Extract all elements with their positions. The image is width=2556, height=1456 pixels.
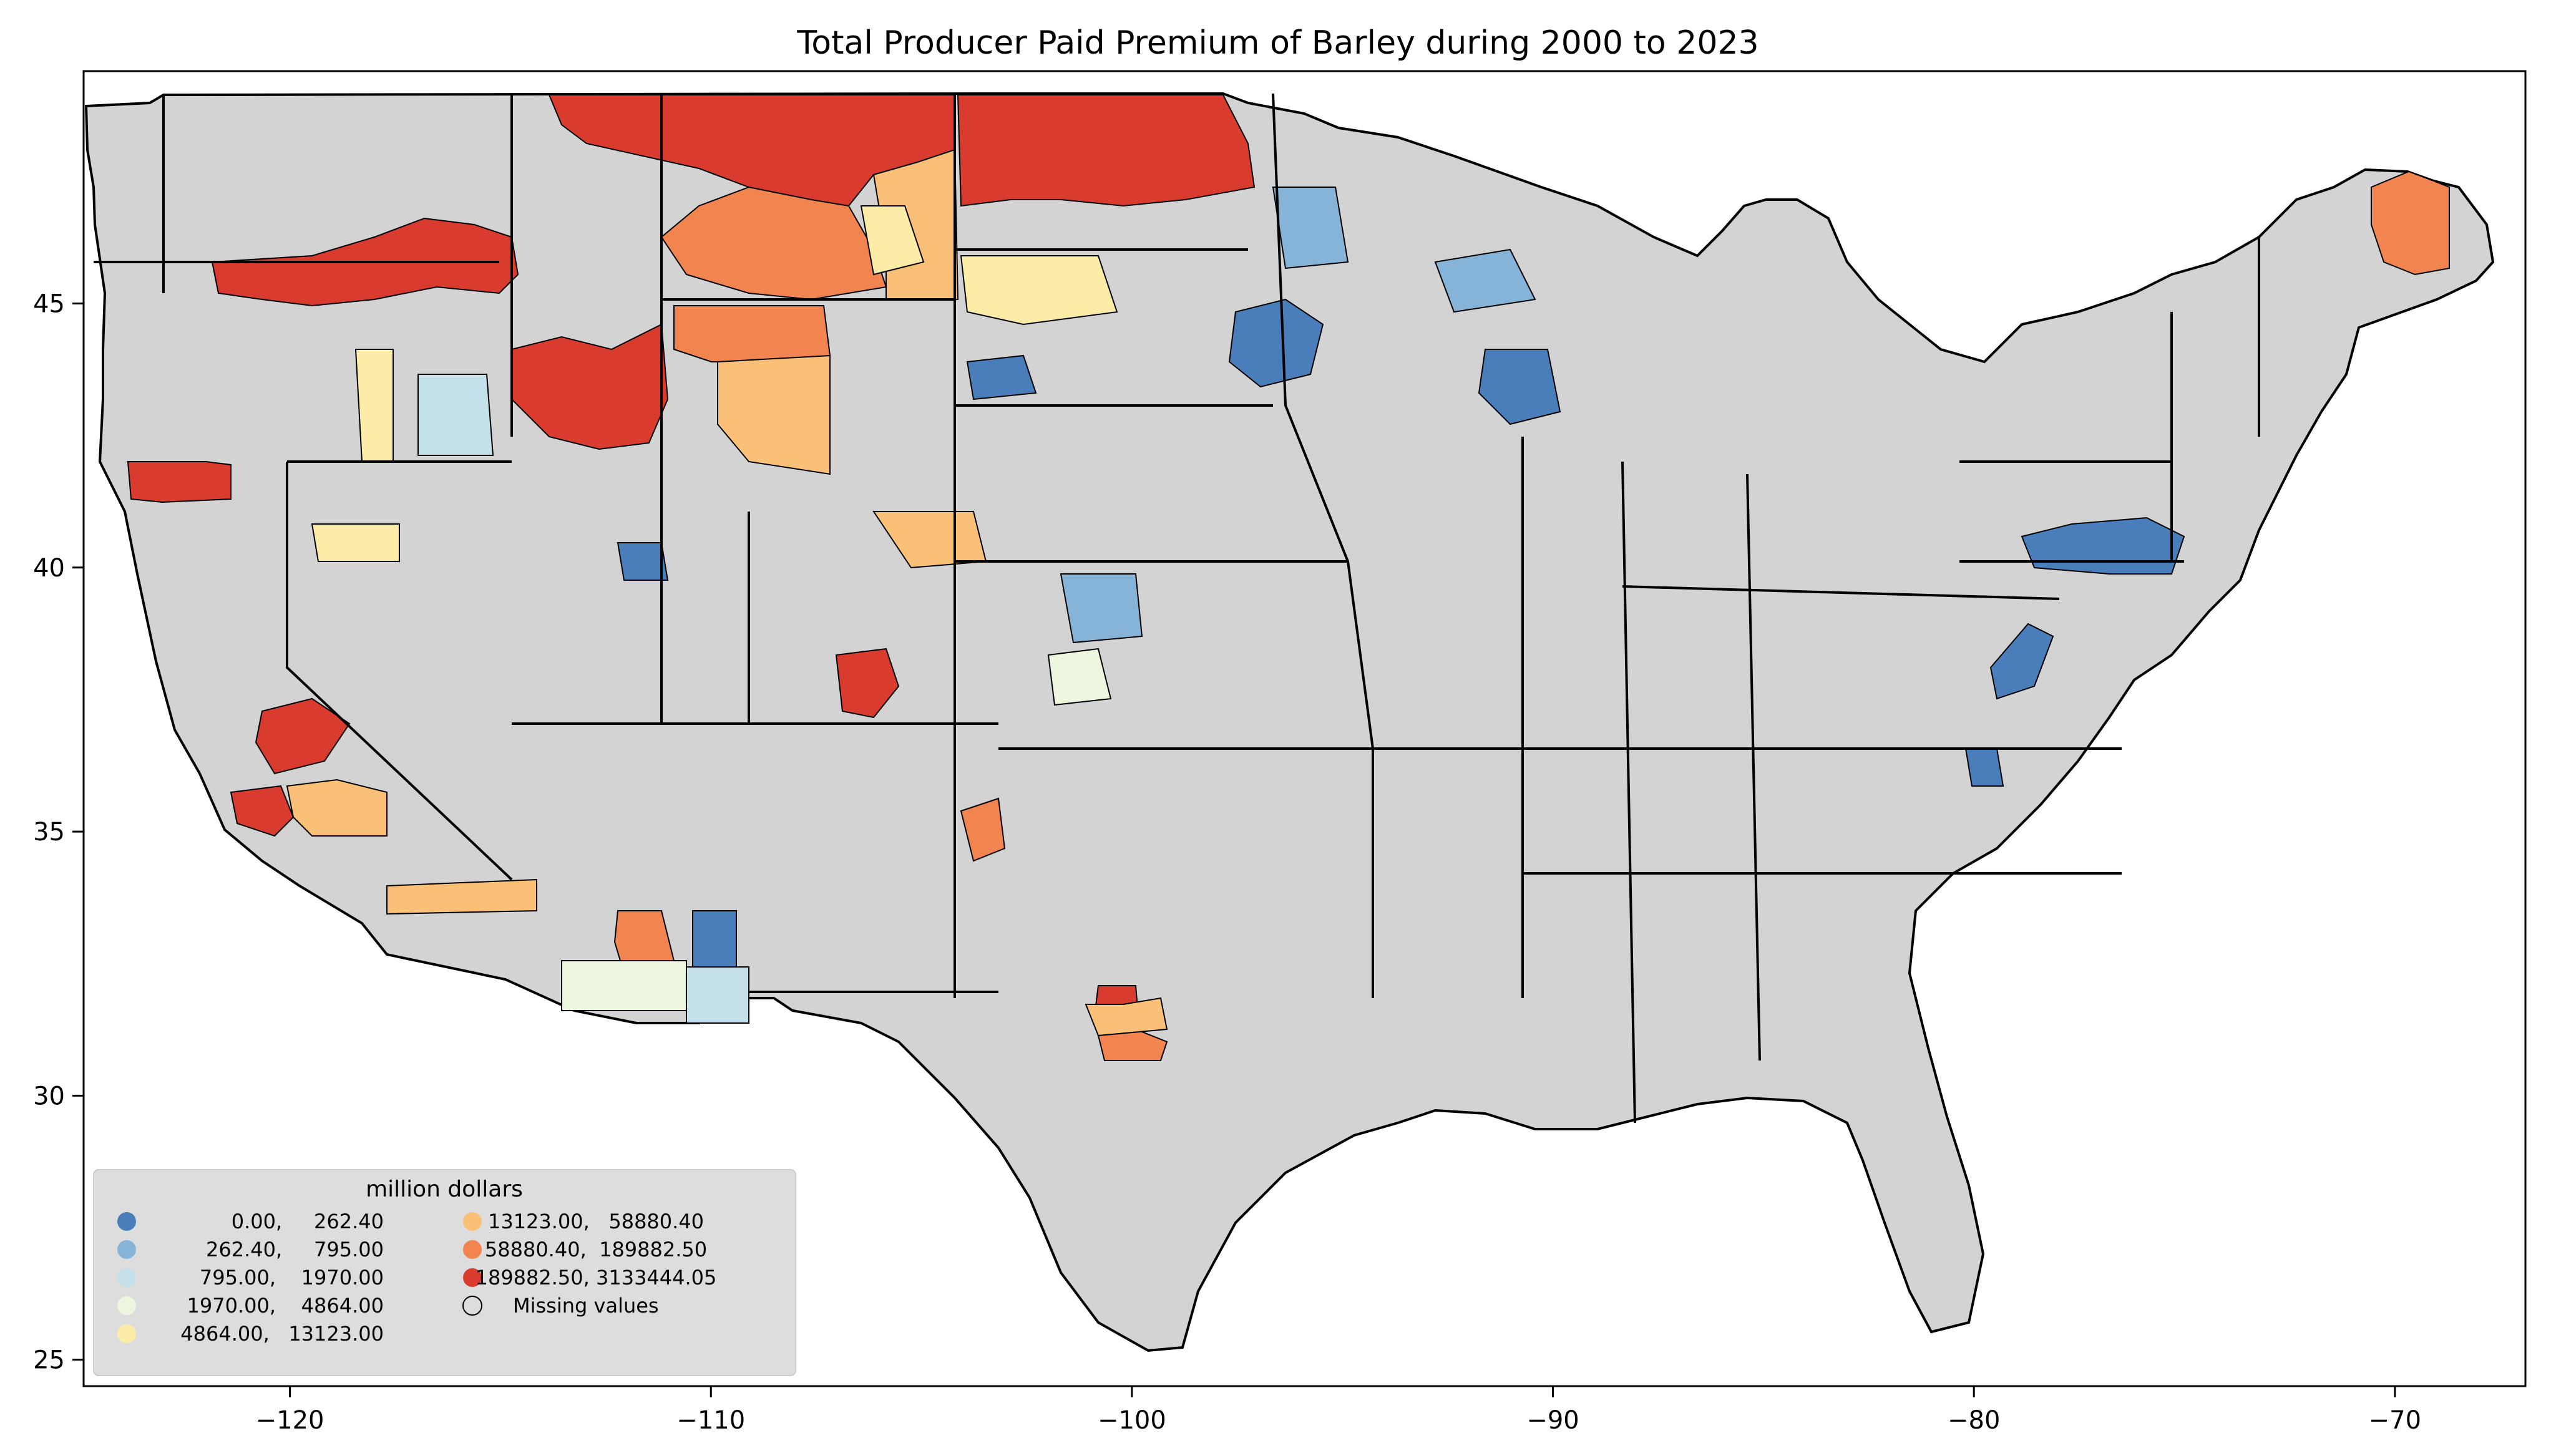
region-high-oregon-south — [127, 461, 232, 503]
legend-box — [93, 1169, 796, 1376]
y-tick-label: 25 — [33, 1346, 65, 1375]
map-layer — [84, 92, 2495, 1352]
region-blue-minnesota — [1228, 298, 1324, 388]
region-high-idaho-south — [511, 323, 669, 450]
legend-label: Missing values — [513, 1294, 659, 1318]
region-orange-maine — [2371, 170, 2450, 276]
x-tick-label: −80 — [1948, 1406, 2000, 1435]
chart-title: Total Producer Paid Premium of Barley du… — [796, 24, 1758, 62]
legend-label: 189882.50, 3133444.05 — [476, 1266, 717, 1289]
axis-ticks: −120 −110 −100 −90 −80 −70 25 30 35 40 45 — [33, 289, 2421, 1435]
legend-swatch — [117, 1240, 136, 1259]
legend-label: 1970.00, 4864.00 — [187, 1294, 384, 1318]
legend-label: 13123.00, 58880.40 — [488, 1210, 704, 1233]
region-paleyellow-idaho-west — [354, 349, 394, 462]
region-paleyellow-dakota-south — [960, 255, 1118, 326]
y-tick-label: 35 — [33, 818, 65, 847]
region-high-colorado — [835, 648, 900, 719]
legend-swatch — [117, 1212, 136, 1231]
plot-frame — [82, 70, 2527, 1387]
legend-swatch — [463, 1240, 482, 1259]
legend-label: 4864.00, 13123.00 — [180, 1322, 384, 1346]
x-tick-label: −70 — [2369, 1406, 2421, 1435]
x-tick-label: −110 — [676, 1406, 745, 1435]
region-paleblue-arizona-south — [686, 966, 749, 1024]
region-palegreen-kansas — [1047, 648, 1112, 706]
x-tick-label: −100 — [1098, 1406, 1166, 1435]
legend-title: million dollars — [366, 1177, 523, 1202]
region-blue-wisconsin — [1478, 349, 1561, 425]
region-lightorange-texas — [1085, 997, 1168, 1037]
region-palegreen-arizona — [561, 960, 687, 1011]
region-blue-virginia — [1989, 623, 2054, 700]
region-lightorange-arizona — [386, 878, 537, 915]
region-high-north-dakota — [957, 94, 1256, 207]
legend-swatch — [117, 1296, 136, 1315]
y-tick-label: 45 — [33, 289, 65, 318]
legend-swatch — [117, 1268, 136, 1287]
region-orange-nm-east — [960, 797, 1006, 862]
region-blue-north-carolina — [1964, 748, 2004, 787]
region-lightblue-minnesota — [1272, 187, 1349, 269]
legend-swatch — [463, 1268, 482, 1287]
region-paleblue-idaho — [417, 374, 494, 456]
legend-label: 795.00, 1970.00 — [200, 1266, 384, 1289]
region-high-california — [230, 785, 295, 837]
region-blue-pennsylvania — [2021, 517, 2185, 575]
region-orange-wyoming — [673, 305, 831, 362]
y-tick-label: 30 — [33, 1082, 65, 1110]
map-legend: million dollars 0.00, 262.40 262.40, 795.… — [93, 1169, 796, 1376]
region-lightorange-wyoming-east — [717, 354, 831, 475]
region-paleyellow-montana-east — [860, 205, 925, 276]
region-blue-arizona-east — [692, 910, 737, 968]
region-lightorange-california-south — [286, 779, 388, 837]
region-lightblue-wisconsin — [1434, 248, 1536, 313]
y-tick-label: 40 — [33, 554, 65, 583]
region-high-california-central — [255, 697, 351, 775]
legend-swatch — [463, 1212, 482, 1231]
legend-label: 58880.40, 189882.50 — [485, 1238, 707, 1261]
legend-swatch — [462, 1296, 482, 1316]
legend-label: 0.00, 262.40 — [232, 1210, 384, 1233]
region-blue-utah — [617, 542, 669, 581]
region-paleyellow-nevada — [311, 523, 400, 562]
x-tick-label: −120 — [256, 1406, 324, 1435]
state-boundaries — [94, 93, 2260, 1124]
region-lightblue-kansas — [1060, 573, 1143, 644]
legend-swatch — [117, 1324, 136, 1343]
region-blue-nebraska-sd — [966, 354, 1037, 400]
x-tick-label: −90 — [1526, 1406, 1579, 1435]
legend-label: 262.40, 795.00 — [206, 1238, 384, 1261]
